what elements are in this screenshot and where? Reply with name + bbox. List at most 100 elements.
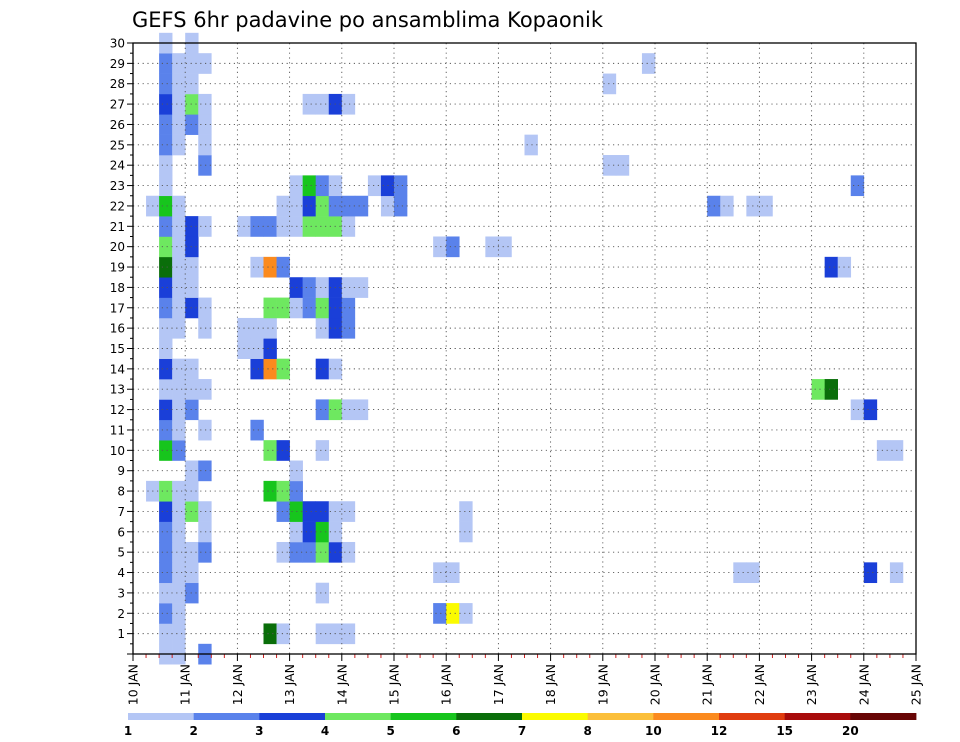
heatmap-cell: [172, 73, 186, 95]
heatmap-cell: [341, 317, 356, 339]
heatmap-cell: [263, 317, 277, 339]
heatmap-cell: [198, 216, 212, 237]
legend-swatch: [653, 713, 720, 720]
heatmap-cell: [459, 501, 473, 522]
heatmap-cell: [159, 419, 173, 441]
heatmap-cell: [302, 297, 316, 319]
legend-label: 4: [321, 724, 329, 738]
heatmap-cell: [615, 155, 630, 176]
heatmap-cell: [185, 379, 199, 400]
heatmap-cell: [498, 236, 512, 258]
heatmap-cell: [302, 216, 316, 237]
heatmap-cell: [446, 562, 460, 584]
heatmap-cell: [198, 460, 212, 482]
heatmap-cell: [341, 297, 356, 319]
heatmap-cell: [185, 256, 199, 278]
heatmap-cell: [159, 256, 173, 278]
heatmap-cell: [863, 562, 878, 584]
heatmap-cell: [159, 216, 173, 237]
y-tick-label: 17: [110, 301, 125, 315]
legend-label: 2: [189, 724, 197, 738]
heatmap-cell: [172, 603, 186, 624]
heatmap-cell: [276, 480, 290, 502]
heatmap-cell: [315, 358, 330, 380]
y-tick-label: 21: [110, 220, 125, 234]
heatmap-cell: [524, 134, 538, 156]
x-tick-label: 21 JAN: [700, 664, 715, 705]
x-tick-label: 16 JAN: [439, 664, 454, 705]
heatmap-cell: [185, 501, 199, 522]
heatmap-cell: [315, 195, 330, 217]
legend-label: 1: [124, 724, 132, 738]
legend-label: 7: [518, 724, 526, 738]
y-tick-label: 10: [110, 444, 125, 458]
y-tick-label: 16: [110, 322, 125, 336]
heatmap-cell: [172, 297, 186, 319]
y-tick-label: 25: [110, 138, 125, 152]
heatmap-cell: [250, 419, 264, 441]
y-tick-label: 27: [110, 98, 125, 112]
legend-label: 15: [776, 724, 793, 738]
heatmap-cell: [433, 562, 447, 584]
heatmap-cell: [641, 53, 656, 74]
heatmap-cell: [185, 460, 199, 482]
heatmap-cell: [185, 53, 199, 74]
heatmap-cell: [315, 623, 330, 645]
heatmap-cell: [159, 134, 173, 156]
heatmap-cell: [172, 277, 186, 298]
heatmap-cell: [276, 297, 290, 319]
heatmap-cell: [198, 317, 212, 339]
legend-label: 12: [711, 724, 728, 738]
heatmap-cell: [341, 623, 356, 645]
y-tick-label: 15: [110, 342, 125, 356]
x-tick-label: 14 JAN: [334, 664, 349, 705]
heatmap-cell: [172, 480, 186, 502]
heatmap-cell: [250, 216, 264, 237]
heatmap-cell: [250, 358, 264, 380]
heatmap-cell: [172, 134, 186, 156]
heatmap-cell: [276, 195, 290, 217]
heatmap-cell: [159, 175, 173, 197]
heatmap-cell: [159, 358, 173, 380]
heatmap-cell: [198, 419, 212, 441]
y-tick-label: 22: [110, 199, 125, 213]
heatmap-cell: [250, 256, 264, 278]
legend-swatch: [784, 713, 851, 720]
legend-swatch: [456, 713, 523, 720]
heatmap-cell: [315, 440, 330, 461]
heatmap-cell: [459, 521, 473, 543]
legend-swatch: [128, 713, 195, 720]
x-tick-label: 22 JAN: [752, 664, 767, 705]
heatmap-cell: [172, 114, 186, 135]
heatmap-cell: [172, 53, 186, 74]
y-tick-label: 19: [110, 261, 125, 275]
heatmap-cell: [315, 297, 330, 319]
heatmap-cell: [198, 53, 212, 74]
plot-frame: [132, 42, 917, 655]
color-legend: 1 2 3 4 5 6 7 8 10 12 15 20: [124, 713, 917, 738]
y-tick-label: 26: [110, 118, 125, 132]
heatmap-cell: [198, 379, 212, 400]
legend-swatch: [522, 713, 589, 720]
heatmap-cell: [367, 175, 382, 197]
legend-label: 10: [645, 724, 662, 738]
legend-swatch: [325, 713, 392, 720]
x-tick-label: 11 JAN: [178, 664, 193, 705]
legend-swatch: [193, 713, 260, 720]
heatmap-cell: [172, 562, 186, 584]
heatmap-cell: [394, 175, 408, 197]
heatmap-cell: [198, 521, 212, 543]
y-tick-label: 7: [117, 505, 125, 519]
heatmap-cell: [159, 195, 173, 217]
heatmap-cell: [172, 399, 186, 421]
heatmap-cell: [876, 440, 891, 461]
heatmap-cell: [263, 216, 277, 237]
heatmap-cell: [172, 419, 186, 441]
heatmap-cell: [850, 175, 865, 197]
heatmap-cell: [341, 216, 356, 237]
heatmap-cell: [341, 277, 356, 298]
heatmap-cell: [250, 317, 264, 339]
heatmap-cell: [446, 236, 460, 258]
x-tick-label: 18 JAN: [543, 664, 558, 705]
